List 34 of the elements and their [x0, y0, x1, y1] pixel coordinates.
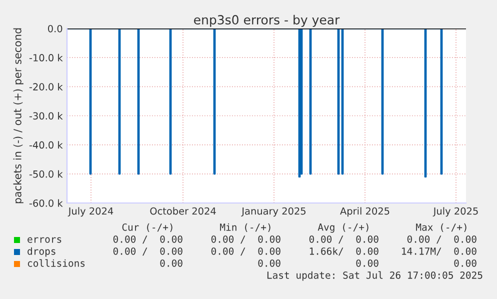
legend-label: collisions [28, 259, 85, 267]
x-tick-label: January 2025 [241, 207, 306, 217]
y-tick-label: -30.0 k [29, 112, 63, 120]
y-tick-label: -10.0 k [29, 54, 63, 62]
legend-label: drops [28, 247, 56, 257]
text: Max (-/+) [416, 223, 466, 232]
legend-label: errors [28, 237, 62, 243]
text: 0.00 / 0.00 [211, 235, 280, 244]
text: 0.00 / 0.00 [113, 247, 182, 256]
text: 0.00 / 0.00 [309, 235, 378, 244]
text: 14.17M/ 0.00 [402, 247, 476, 256]
text: Min (-/+) [220, 223, 270, 232]
y-tick-label: -60.0 k [29, 199, 63, 207]
x-tick-label: July 2025 [432, 207, 478, 217]
x-tick-label: July 2024 [68, 207, 114, 217]
text: 0.00 [356, 259, 378, 267]
text: Cur (-/+) [122, 223, 172, 232]
text: 1.66k/ 0.00 [310, 247, 378, 256]
text: 0.00 / 0.00 [113, 235, 182, 244]
y-tick-label: -20.0 k [29, 82, 63, 90]
x-tick-label: October 2024 [150, 207, 216, 215]
y-tick-label: 0.0 [48, 24, 62, 32]
text: Avg (-/+) [318, 223, 368, 233]
x-tick-label: April 2025 [340, 207, 390, 217]
y-tick-label: -40.0 k [29, 141, 63, 149]
text: 0.00 / 0.00 [407, 235, 476, 244]
text: 0.00 [454, 259, 476, 267]
chart-title: enp3s0 errors - by year [194, 14, 340, 27]
y-tick-label: -50.0 k [29, 170, 63, 178]
text: 0.00 [160, 259, 182, 267]
text: 0.00 / 0.00 [211, 247, 280, 256]
y-axis-title: packets in (-) / out (+) per second [13, 28, 24, 204]
text: 0.00 [258, 259, 280, 267]
text: Last update: Sat Jul 26 17:00:05 2025 [267, 271, 482, 281]
